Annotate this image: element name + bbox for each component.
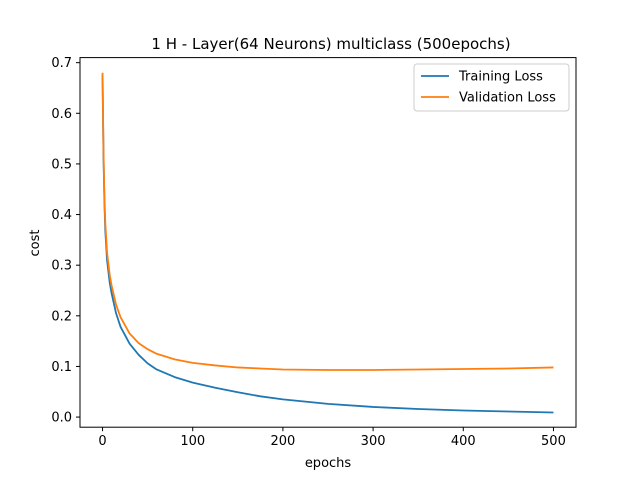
y-tick-label: 0.2 (51, 309, 72, 324)
legend-box (413, 63, 570, 112)
y-tick-label: 0.1 (51, 360, 72, 375)
y-tick-label: 0.5 (51, 157, 72, 172)
series-line-training-loss (101, 75, 554, 414)
y-tick-label: 0.6 (51, 107, 72, 122)
legend-label-training-loss: Training Loss (458, 70, 543, 85)
y-tick-label: 0.7 (51, 56, 72, 71)
x-tick-label: 100 (180, 434, 205, 449)
x-axis-ticks: 0 100 200 300 400 500 (98, 427, 566, 449)
x-tick-label: 500 (541, 434, 566, 449)
y-tick-label: 0.3 (51, 259, 72, 274)
x-tick-label: 400 (451, 434, 476, 449)
y-axis-label: cost (28, 230, 43, 257)
chart-title: 1 H - Layer(64 Neurons) multiclass (500e… (151, 35, 510, 53)
y-axis-ticks: 0.0 0.1 0.2 0.3 0.4 0.5 0.6 0.7 (51, 56, 80, 426)
x-tick-label: 0 (98, 434, 106, 449)
legend: Training Loss Validation Loss (413, 63, 570, 112)
y-tick-label: 0.4 (51, 208, 72, 223)
series-line-validation-loss (101, 72, 554, 371)
x-tick-label: 200 (270, 434, 295, 449)
x-axis-label: epochs (305, 456, 352, 471)
y-tick-label: 0.0 (51, 411, 72, 426)
plot-frame (79, 57, 577, 428)
series-layer (101, 72, 554, 414)
legend-label-validation-loss: Validation Loss (459, 91, 556, 106)
x-tick-label: 300 (361, 434, 386, 449)
